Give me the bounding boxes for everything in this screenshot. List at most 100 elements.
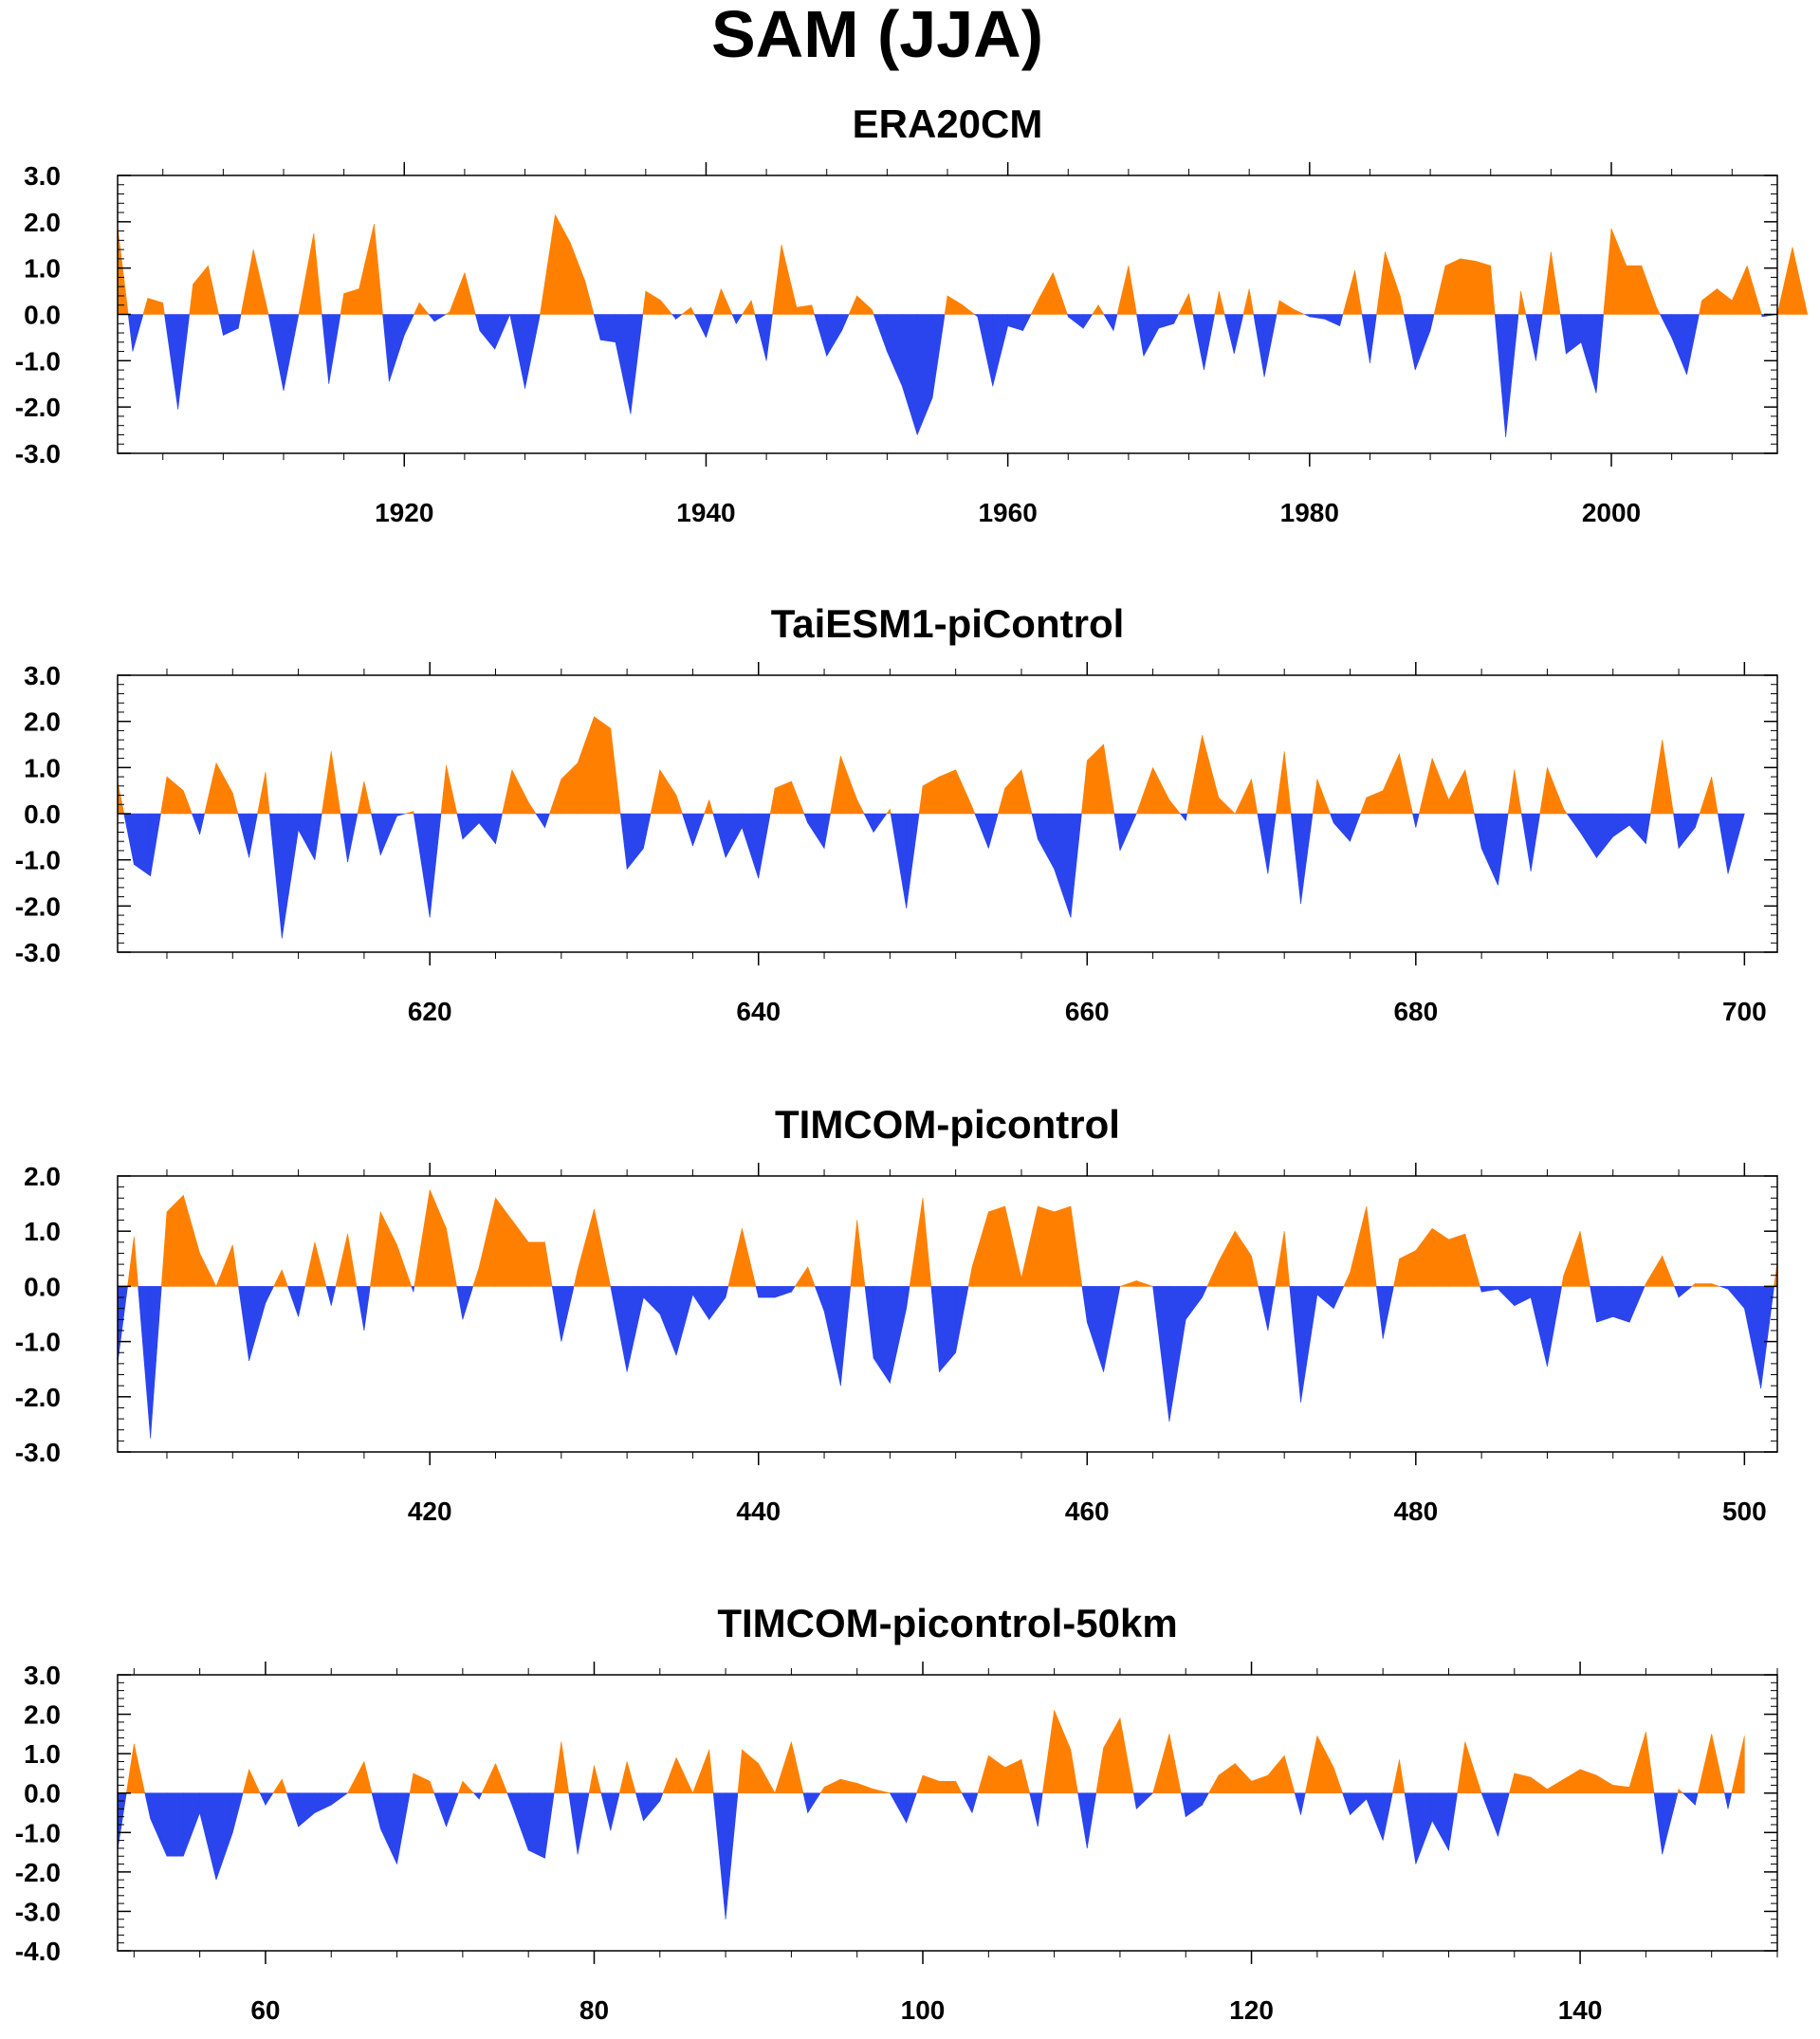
positive-anomaly-area <box>1333 1767 1343 1794</box>
positive-anomaly-area <box>117 226 129 315</box>
positive-anomaly-area <box>1393 1258 1400 1287</box>
negative-anomaly-area <box>961 1792 973 1813</box>
negative-anomaly-area <box>1082 314 1094 330</box>
positive-anomaly-area <box>977 1755 989 1794</box>
positive-anomaly-area <box>1391 1759 1400 1794</box>
negative-anomaly-area <box>1727 1286 1745 1310</box>
positive-anomaly-area <box>1086 744 1104 815</box>
negative-anomaly-area <box>1324 314 1340 327</box>
positive-anomaly-area <box>478 1198 496 1287</box>
negative-anomaly-area <box>446 1792 459 1828</box>
panel-title: ERA20CM <box>853 101 1043 146</box>
x-tick-label: 60 <box>250 1995 280 2025</box>
y-tick-label: 0.0 <box>24 1272 61 1301</box>
negative-anomaly-area <box>1309 314 1326 320</box>
positive-anomaly-area <box>321 751 332 815</box>
positive-anomaly-area <box>1563 1769 1581 1794</box>
positive-anomaly-area <box>1475 260 1492 315</box>
negative-anomaly-area <box>1361 314 1370 363</box>
positive-anomaly-area <box>444 311 450 315</box>
negative-anomaly-area <box>544 1792 555 1859</box>
negative-anomaly-area <box>433 314 448 322</box>
negative-anomaly-area <box>231 1792 244 1833</box>
negative-anomaly-area <box>807 813 825 850</box>
negative-anomaly-area <box>1223 314 1235 355</box>
negative-anomaly-area <box>755 1286 760 1298</box>
positive-anomaly-area <box>160 777 168 815</box>
negative-anomaly-area <box>1294 1792 1301 1815</box>
positive-anomaly-area <box>1711 1283 1720 1287</box>
negative-anomaly-area <box>1480 813 1498 886</box>
negative-anomaly-area <box>1257 813 1269 874</box>
x-tick-label: 500 <box>1722 1497 1767 1526</box>
positive-anomaly-area <box>1070 1205 1083 1287</box>
positive-anomaly-area <box>660 300 673 315</box>
positive-anomaly-area <box>502 769 513 815</box>
negative-anomaly-area <box>1180 1792 1186 1817</box>
negative-anomaly-area <box>1412 813 1417 828</box>
negative-anomaly-area <box>1514 1286 1532 1307</box>
positive-anomaly-area <box>1251 779 1259 815</box>
positive-anomaly-area <box>1350 1205 1368 1287</box>
positive-anomaly-area <box>1579 1769 1597 1794</box>
negative-anomaly-area <box>1719 1286 1729 1290</box>
positive-anomaly-area <box>577 716 595 815</box>
negative-anomaly-area <box>643 1286 661 1315</box>
positive-anomaly-area <box>750 300 756 315</box>
positive-anomaly-area <box>742 1228 757 1287</box>
negative-anomaly-area <box>237 813 249 858</box>
positive-anomaly-area <box>1360 797 1368 815</box>
y-tick-label: -3.0 <box>15 938 61 967</box>
positive-anomaly-area <box>1701 288 1718 315</box>
positive-anomaly-area <box>856 1782 874 1794</box>
negative-anomaly-area <box>1596 813 1614 859</box>
negative-anomaly-area <box>754 314 767 361</box>
y-tick-label: 1.0 <box>24 1217 61 1246</box>
negative-anomaly-area <box>1067 314 1084 329</box>
positive-anomaly-area <box>962 304 976 315</box>
positive-anomaly-area <box>1276 300 1280 315</box>
positive-anomaly-area <box>495 1763 508 1794</box>
positive-anomaly-area <box>774 781 792 815</box>
positive-anomaly-area <box>1342 270 1355 315</box>
negative-anomaly-area <box>1448 1792 1458 1851</box>
negative-anomaly-area <box>411 1286 414 1293</box>
negative-anomaly-area <box>123 813 135 865</box>
positive-anomaly-area <box>1276 751 1285 815</box>
negative-anomaly-area <box>1054 813 1072 918</box>
x-tick-label: 460 <box>1065 1497 1110 1526</box>
positive-anomaly-area <box>944 295 948 315</box>
negative-anomaly-area <box>840 1286 852 1387</box>
negative-anomaly-area <box>1103 1286 1121 1372</box>
negative-anomaly-area <box>127 314 134 352</box>
negative-anomaly-area <box>1382 1286 1394 1339</box>
positive-anomaly-area <box>626 1761 636 1794</box>
positive-anomaly-area <box>1596 1774 1614 1794</box>
positive-anomaly-area <box>1444 258 1462 315</box>
positive-anomaly-area <box>1304 1736 1318 1794</box>
positive-anomaly-area <box>1460 258 1477 315</box>
positive-anomaly-area <box>967 1266 973 1287</box>
negative-anomaly-area <box>803 813 809 823</box>
positive-anomaly-area <box>527 800 537 815</box>
positive-anomaly-area <box>955 769 973 815</box>
negative-anomaly-area <box>237 314 242 329</box>
positive-anomaly-area <box>1214 291 1220 315</box>
positive-anomaly-area <box>1508 1773 1516 1794</box>
positive-anomaly-area <box>1316 779 1331 815</box>
negative-anomaly-area <box>1579 813 1597 859</box>
y-tick-label: 1.0 <box>24 254 61 284</box>
positive-anomaly-area <box>569 242 586 315</box>
negative-anomaly-area <box>371 813 381 855</box>
negative-anomaly-area <box>873 314 888 352</box>
negative-anomaly-area <box>1682 1792 1696 1806</box>
negative-anomaly-area <box>1612 1286 1630 1323</box>
positive-anomaly-area <box>1004 1205 1022 1287</box>
positive-anomaly-area <box>947 295 964 315</box>
positive-anomaly-area <box>774 1741 792 1794</box>
positive-anomaly-area <box>662 1757 677 1794</box>
negative-anomaly-area <box>992 314 1008 387</box>
negative-anomaly-area <box>1744 1286 1761 1389</box>
negative-anomaly-area <box>322 314 330 384</box>
negative-anomaly-area <box>1695 813 1701 828</box>
